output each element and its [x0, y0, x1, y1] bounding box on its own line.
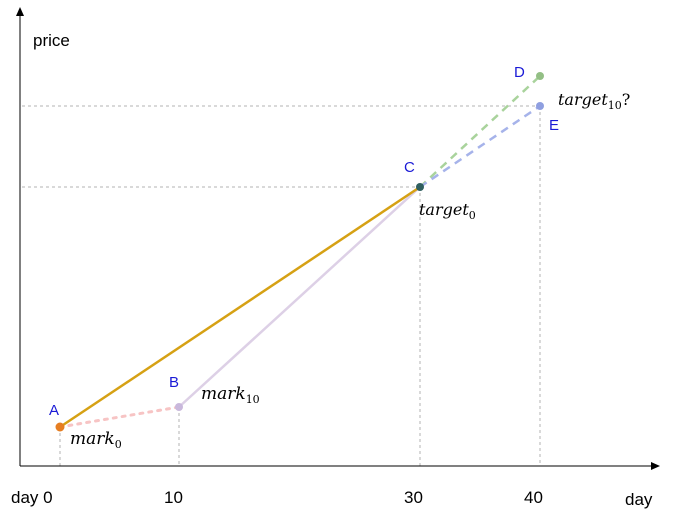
- point-label-d: D: [514, 64, 525, 81]
- point-b: [175, 403, 183, 411]
- line-a-c: [59, 185, 421, 429]
- point-label-e: E: [549, 117, 559, 134]
- annotation-target0-base: target: [419, 200, 469, 219]
- annotation-target0: target0: [419, 200, 476, 222]
- annotation-target10-sub: 10: [608, 99, 622, 112]
- point-d: [536, 72, 544, 80]
- annotation-mark0-base: mark: [70, 429, 115, 449]
- line-c-e: [419, 104, 541, 189]
- point-label-b: B: [169, 374, 179, 391]
- annotation-target0-sub: 0: [469, 209, 476, 222]
- x-tick-40: 40: [524, 488, 543, 507]
- x-tick-30: 30: [404, 488, 423, 507]
- line-b-c: [178, 186, 421, 408]
- line-a-b: [58, 405, 181, 429]
- y-axis-label: price: [33, 31, 70, 50]
- point-a: [55, 422, 65, 432]
- x-tick-10: 10: [164, 488, 183, 507]
- annotation-mark10-sub: 10: [246, 393, 260, 406]
- annotation-mark0: mark0: [70, 429, 122, 451]
- annotation-mark10: mark10: [201, 384, 260, 406]
- point-label-a: A: [49, 402, 59, 419]
- x-axis-label: day: [625, 490, 653, 509]
- point-e: [536, 102, 544, 110]
- point-label-c: C: [404, 159, 415, 176]
- x-tick-day0: day 0: [11, 488, 53, 507]
- annotation-target10: target10?: [558, 90, 630, 112]
- annotation-target10-suffix: ?: [622, 90, 631, 109]
- point-c: [416, 183, 424, 191]
- guide-lines: [22, 105, 541, 466]
- line-c-d: [419, 75, 541, 188]
- annotation-target10-base: target: [558, 90, 608, 109]
- annotation-mark10-base: mark: [201, 384, 246, 404]
- annotation-mark0-sub: 0: [115, 438, 122, 451]
